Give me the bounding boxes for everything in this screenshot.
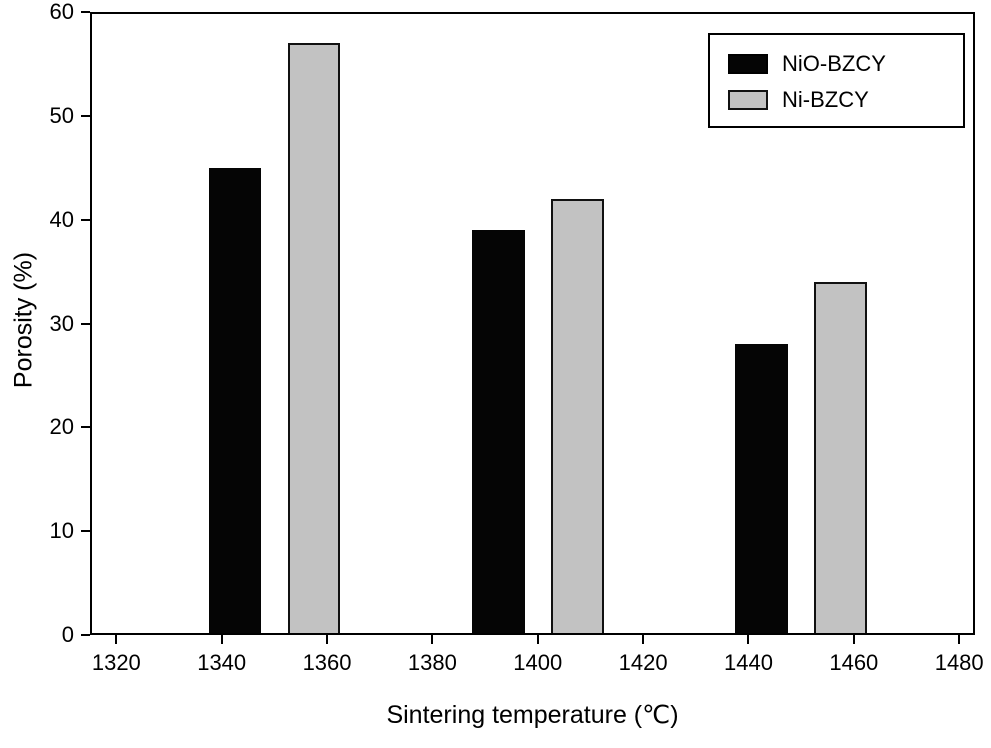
bar-nio-bzcy-1350	[208, 167, 262, 635]
x-tick-mark	[958, 635, 961, 644]
y-tick-label: 0	[61, 622, 74, 647]
y-tick-label: 10	[49, 518, 74, 544]
x-axis-title: Sintering temperature (℃)	[386, 701, 679, 729]
x-tick-label: 1320	[91, 650, 141, 675]
legend-item-ni-bzcy: Ni-BZCY	[728, 86, 963, 114]
x-tick-label: 1380	[407, 650, 457, 675]
y-tick-mark	[81, 322, 90, 325]
y-tick-label: 20	[49, 414, 74, 440]
legend: NiO-BZCY Ni-BZCY	[708, 33, 965, 128]
legend-swatch-nio-bzcy	[728, 54, 768, 74]
x-tick-mark	[642, 635, 645, 644]
bar-nio-bzcy-1400	[471, 230, 525, 635]
x-tick-mark	[536, 635, 539, 644]
y-tick-mark	[81, 218, 90, 221]
legend-label-nio-bzcy: NiO-BZCY	[782, 51, 886, 76]
y-tick-mark	[81, 530, 90, 533]
x-tick-label: 1440	[723, 650, 773, 675]
legend-swatch-ni-bzcy	[728, 90, 768, 110]
y-tick-label: 60	[49, 0, 74, 24]
x-tick-mark	[326, 635, 329, 644]
bar-ni-bzcy-1350	[287, 43, 341, 635]
y-tick-mark	[81, 426, 90, 429]
x-tick-label: 1340	[197, 650, 247, 675]
y-axis-title: Porosity (%)	[9, 251, 38, 389]
x-tick-mark	[852, 635, 855, 644]
legend-label-ni-bzcy: Ni-BZCY	[782, 87, 869, 112]
bar-nio-bzcy-1450	[735, 344, 788, 635]
y-tick-mark	[81, 634, 90, 636]
x-tick-mark	[431, 635, 434, 644]
legend-item-nio-bzcy: NiO-BZCY	[728, 50, 963, 78]
bar-ni-bzcy-1400	[550, 198, 604, 635]
y-tick-label: 40	[49, 206, 74, 232]
x-tick-label: 1360	[302, 650, 352, 675]
y-tick-mark	[81, 11, 90, 13]
x-tick-label: 1480	[934, 650, 984, 675]
x-tick-mark	[747, 635, 750, 644]
x-tick-label: 1420	[618, 650, 668, 675]
x-tick-label: 1460	[829, 650, 879, 675]
x-tick-mark	[115, 635, 118, 644]
x-tick-mark	[220, 635, 223, 644]
bar-ni-bzcy-1450	[814, 281, 867, 635]
y-tick-label: 50	[49, 102, 74, 128]
x-tick-label: 1400	[513, 650, 563, 675]
y-tick-mark	[81, 114, 90, 117]
